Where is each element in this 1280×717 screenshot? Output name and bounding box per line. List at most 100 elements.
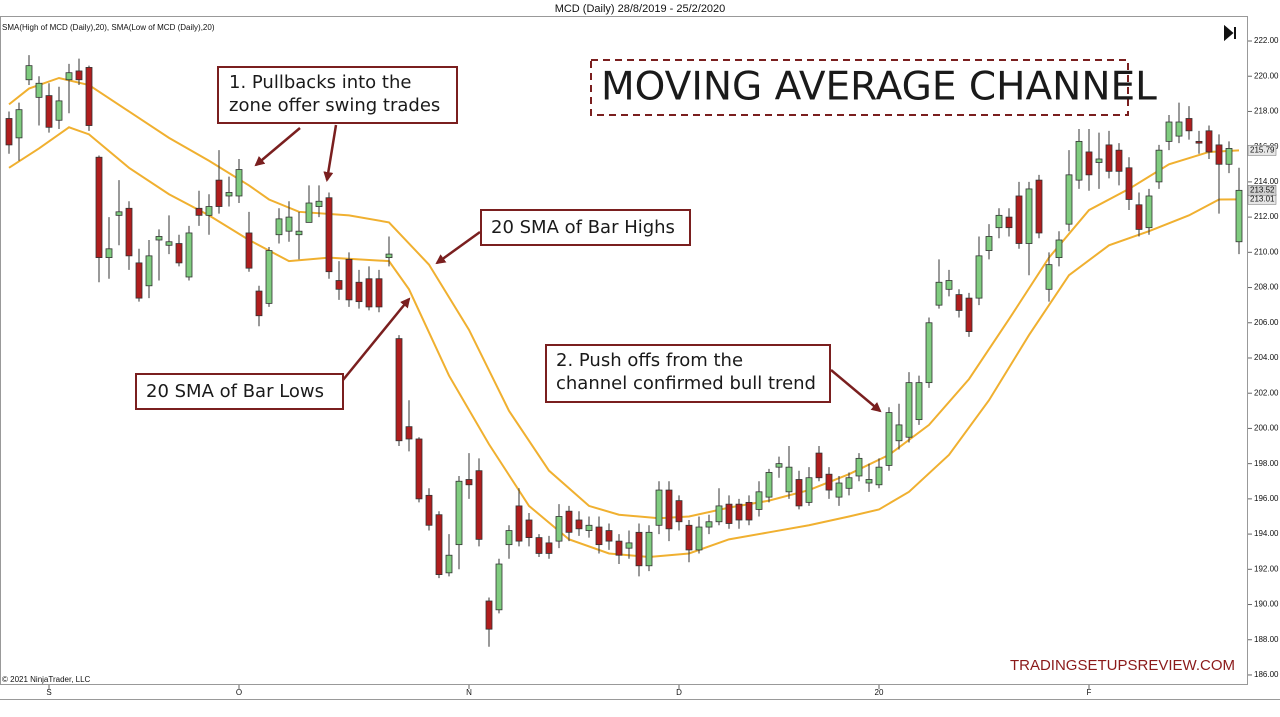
candle-body: [415, 438, 423, 500]
candle-body: [1195, 140, 1203, 144]
y-tick-label: 196.00: [1254, 494, 1279, 503]
candle-body: [1005, 216, 1013, 229]
candle-body: [165, 241, 173, 246]
candle-body: [455, 480, 463, 546]
candle-body: [15, 109, 23, 139]
candle-body: [35, 82, 43, 98]
candle-body: [695, 526, 703, 551]
candle-body: [635, 531, 643, 567]
candle-body: [565, 510, 573, 533]
candle-body: [955, 294, 963, 311]
candle-body: [755, 491, 763, 510]
candle-body: [305, 202, 313, 223]
annotation: 20 SMA of Bar Highs: [491, 217, 675, 238]
candle-body: [75, 70, 83, 81]
candle-body: [465, 479, 473, 486]
y-tick-label: 188.00: [1254, 635, 1279, 644]
y-tick-label: 200.00: [1254, 424, 1279, 433]
candle-body: [785, 466, 793, 493]
y-tick-label: 220.00: [1254, 71, 1279, 80]
candle-body: [1135, 204, 1143, 230]
y-tick-label: 206.00: [1254, 318, 1279, 327]
last-value-box: [1247, 185, 1277, 196]
y-tick-label: 214.00: [1254, 177, 1279, 186]
candle-body: [825, 473, 833, 491]
candle-body: [395, 338, 403, 442]
candle-body: [135, 262, 143, 299]
candle-body: [85, 67, 93, 126]
candle-body: [505, 530, 513, 546]
annotation-box: [135, 373, 344, 410]
candle-body: [205, 206, 213, 216]
candle-body: [125, 207, 133, 257]
candle-body: [1045, 264, 1053, 290]
candle-body: [1035, 179, 1043, 234]
indicator-label: SMA(High of MCD (Daily),20), SMA(Low of …: [2, 23, 215, 32]
candle-body: [855, 457, 863, 477]
candle-body: [1205, 130, 1213, 153]
candle-body: [675, 500, 683, 523]
candle-body: [965, 297, 973, 332]
candle-body: [425, 494, 433, 526]
candle-body: [515, 505, 523, 542]
candle-body: [655, 489, 663, 526]
candle-body: [555, 516, 563, 542]
candle-body: [495, 563, 503, 611]
candle-body: [975, 255, 983, 299]
annotation-box: [480, 209, 691, 246]
candle-body: [885, 412, 893, 466]
scroll-end-button[interactable]: [1224, 24, 1236, 42]
candle-body: [485, 600, 493, 630]
candle-body: [1065, 174, 1073, 225]
candle-body: [1155, 149, 1163, 183]
last-value-box: [1247, 145, 1277, 156]
candle-body: [335, 280, 343, 290]
annotation: 20 SMA of Bar Lows: [146, 381, 324, 402]
candle-body: [585, 524, 593, 531]
candle-body: [1175, 121, 1183, 137]
y-tick-label: 210.00: [1254, 247, 1279, 256]
candle-body: [1145, 195, 1153, 229]
candle-body: [215, 179, 223, 207]
candle-body: [65, 72, 73, 81]
candle-body: [1185, 118, 1193, 132]
candle-body: [925, 322, 933, 384]
candle-body: [95, 156, 103, 259]
candle-body: [295, 230, 303, 236]
candle-body: [525, 519, 533, 539]
candle-body: [915, 382, 923, 421]
candle-body: [905, 382, 913, 438]
y-tick-label: 202.00: [1254, 388, 1279, 397]
plot-frame: [0, 16, 1248, 685]
candle-body: [895, 424, 903, 442]
candle-body: [865, 479, 873, 484]
candle-body: [1095, 158, 1103, 163]
annotation-line: 2. Push offs from the: [556, 350, 743, 371]
sma-line: [8, 76, 1240, 520]
candle-body: [705, 521, 713, 528]
chart-title: MCD (Daily) 28/8/2019 - 25/2/2020: [555, 3, 726, 15]
candle-body: [805, 477, 813, 503]
candle-body: [245, 232, 253, 269]
x-tick-label: O: [236, 688, 242, 697]
candle-body: [985, 236, 993, 251]
annotation-line: 1. Pullbacks into the: [229, 72, 411, 93]
candle-body: [815, 452, 823, 479]
last-value-label: 213.01: [1250, 194, 1275, 203]
candle-body: [1055, 239, 1063, 259]
arrow: [323, 124, 338, 182]
candle-body: [795, 479, 803, 507]
candle-body: [745, 501, 753, 521]
candle-body: [225, 192, 233, 197]
x-tick-label: S: [46, 688, 51, 697]
candle-body: [185, 232, 193, 278]
candle-body: [665, 489, 673, 530]
copyright: © 2021 NinjaTrader, LLC: [2, 675, 91, 684]
candle-body: [315, 200, 323, 207]
x-tick-label: F: [1087, 688, 1092, 697]
y-tick-label: 194.00: [1254, 529, 1279, 538]
candle-body: [1235, 189, 1243, 243]
annotation-box: [217, 66, 458, 124]
candle-body: [725, 503, 733, 524]
